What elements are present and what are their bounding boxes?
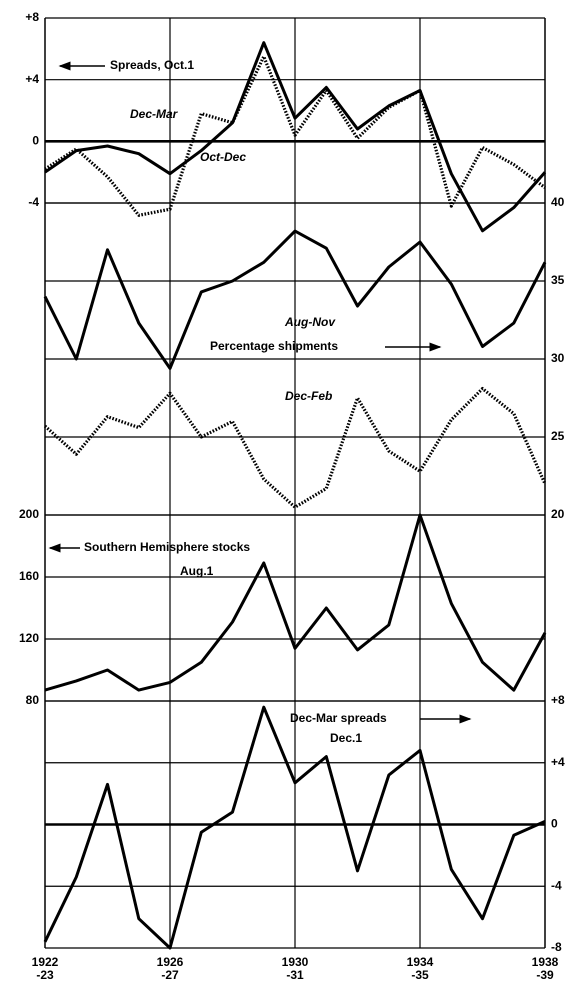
y-tick-label: +8: [551, 693, 565, 707]
y-tick-label: 20: [551, 507, 565, 521]
panel-title: Spreads, Oct.1: [110, 58, 194, 72]
series-line: [44, 513, 547, 692]
y-tick-label: +4: [551, 755, 565, 769]
x-tick-label: 1930 -31: [281, 955, 309, 982]
y-tick-label: 200: [19, 507, 39, 521]
y-tick-label: 0: [551, 817, 558, 831]
panel-title: Dec-Mar spreads: [290, 711, 387, 725]
x-tick-label: 1934 -35: [406, 955, 434, 982]
series-line: [44, 41, 547, 233]
y-tick-label: 0: [32, 134, 39, 148]
x-tick-label: 1922 -23: [31, 955, 59, 982]
y-tick-label: -4: [28, 195, 39, 209]
series-label: Dec-Mar: [130, 107, 179, 121]
x-tick-label: 1926 -27: [156, 955, 184, 982]
y-tick-label: -8: [551, 940, 562, 954]
y-tick-label: 80: [26, 693, 40, 707]
y-tick-label: +8: [25, 10, 39, 24]
y-tick-label: 35: [551, 273, 565, 287]
panel-subtitle: Dec.1: [330, 731, 362, 745]
series-label: Aug-Nov: [284, 315, 336, 329]
y-tick-label: 25: [551, 429, 565, 443]
y-tick-label: 40: [551, 195, 565, 209]
x-tick-label: 1938 -39: [531, 955, 559, 982]
series-line: [43, 705, 546, 950]
y-tick-label: 30: [551, 351, 565, 365]
series-line: [43, 387, 547, 509]
panel-subtitle: Aug.1: [180, 564, 214, 578]
y-tick-label: 160: [19, 569, 39, 583]
y-tick-label: 120: [19, 631, 39, 645]
y-tick-label: -4: [551, 878, 562, 892]
panel-title: Percentage shipments: [210, 339, 338, 353]
panel-title: Southern Hemisphere stocks: [84, 540, 250, 554]
y-tick-label: +4: [25, 72, 39, 86]
series-line: [43, 229, 547, 370]
series-label: Dec-Feb: [285, 389, 332, 403]
series-label: Oct-Dec: [200, 150, 246, 164]
